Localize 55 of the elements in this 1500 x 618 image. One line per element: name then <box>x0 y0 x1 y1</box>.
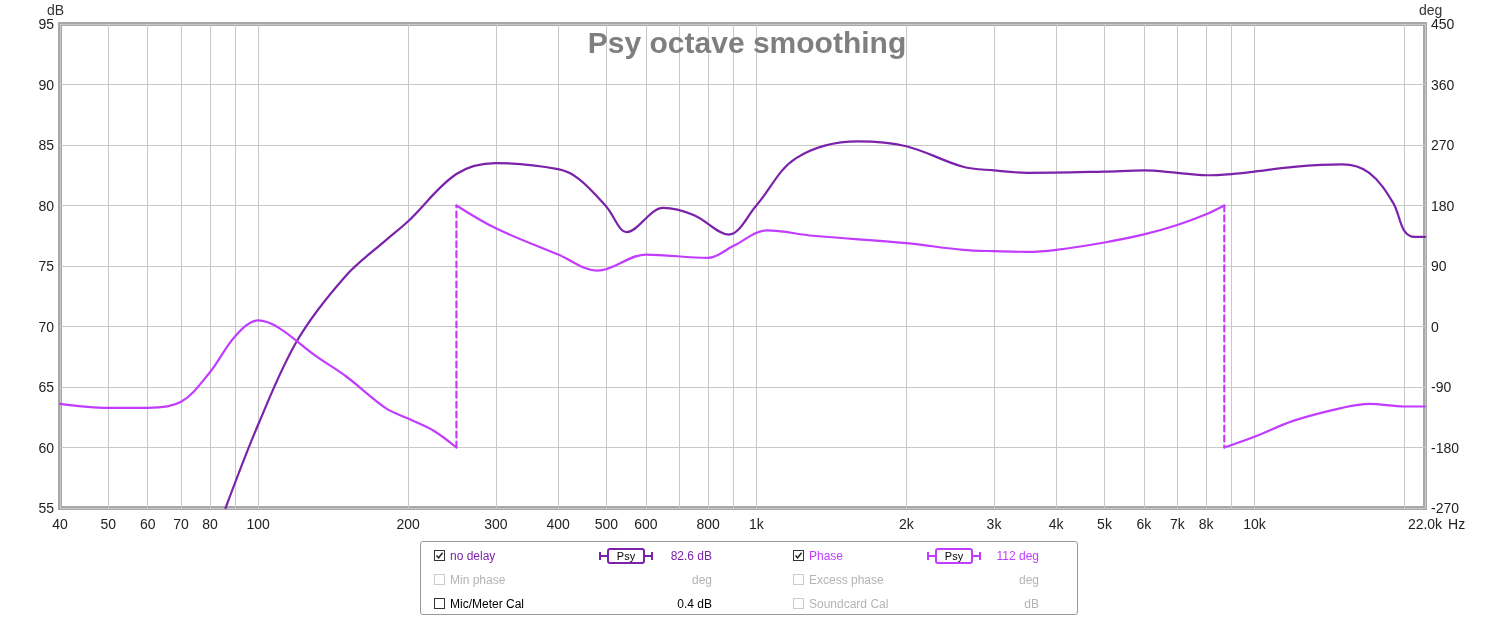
x-tick-label: 80 <box>202 516 218 532</box>
y-tick-label: 75 <box>38 258 55 274</box>
x-tick-label: 2k <box>898 516 915 532</box>
y2-tick-label: 360 <box>1431 76 1455 93</box>
y2-tick-label: 270 <box>1431 137 1455 153</box>
x-tick-label: 50 <box>100 516 117 532</box>
x-tick-label: 800 <box>696 516 720 532</box>
y-tick-label: 65 <box>38 379 55 395</box>
y-tick-label: 70 <box>38 318 55 335</box>
text: 0.4 dB <box>677 596 712 613</box>
text: Mic/Meter Cal <box>450 596 525 613</box>
text: Excess phase <box>809 572 884 589</box>
y-tick-label: 80 <box>38 197 55 214</box>
text: deg <box>1018 572 1039 589</box>
x-tick-label: 60 <box>139 516 156 532</box>
x-tick-label: 100 <box>246 516 271 532</box>
x-tick-label: 500 <box>594 516 619 532</box>
text: dB <box>1024 596 1039 613</box>
y-tick-label: 55 <box>38 500 55 516</box>
chart-title: Psy octave smoothing <box>587 25 907 59</box>
y2-tick-label: 180 <box>1431 197 1455 214</box>
x-tick-label: 200 <box>396 516 421 532</box>
y2-tick-label: -270 <box>1431 500 1460 516</box>
x-tick-label: 7k <box>1169 516 1186 532</box>
x-tick-label: 40 <box>52 516 68 532</box>
y-tick-label: 60 <box>38 439 55 456</box>
x-tick-label: 10k <box>1243 516 1267 532</box>
x-tick-label: 300 <box>484 516 508 532</box>
text: Min phase <box>450 572 506 589</box>
y2-tick-label: 90 <box>1431 258 1447 274</box>
x-tick-label: 6k <box>1136 516 1153 532</box>
x-tick-label: 70 <box>173 516 190 532</box>
x-tick-label: 5k <box>1097 516 1113 532</box>
x-tick-label: 8k <box>1198 516 1215 532</box>
y-axis-title: dB <box>46 2 64 19</box>
x-tick-label: 600 <box>634 516 658 532</box>
x-tick-label: 3k <box>986 516 1003 532</box>
x-tick-label: 400 <box>546 516 570 532</box>
text: no delay <box>450 548 496 565</box>
text: Soundcard Cal <box>809 596 889 613</box>
y2-axis-title: deg <box>1419 2 1443 19</box>
text: 112 deg <box>996 548 1039 565</box>
text: deg <box>691 572 712 589</box>
y2-tick-label: 0 <box>1431 318 1439 335</box>
y2-tick-label: -90 <box>1431 379 1452 395</box>
y-tick-label: 85 <box>38 137 55 153</box>
x-tick-label: 22.0k <box>1407 516 1444 532</box>
x-axis-title: Hz <box>1448 516 1466 532</box>
y2-tick-label: -180 <box>1431 439 1460 456</box>
y-tick-label: 95 <box>38 16 55 32</box>
x-tick-label: 4k <box>1048 516 1065 532</box>
x-tick-label: 1k <box>748 516 765 532</box>
text: 82.6 dB <box>670 548 712 565</box>
text: Phase <box>809 548 844 565</box>
y-tick-label: 90 <box>38 76 55 93</box>
